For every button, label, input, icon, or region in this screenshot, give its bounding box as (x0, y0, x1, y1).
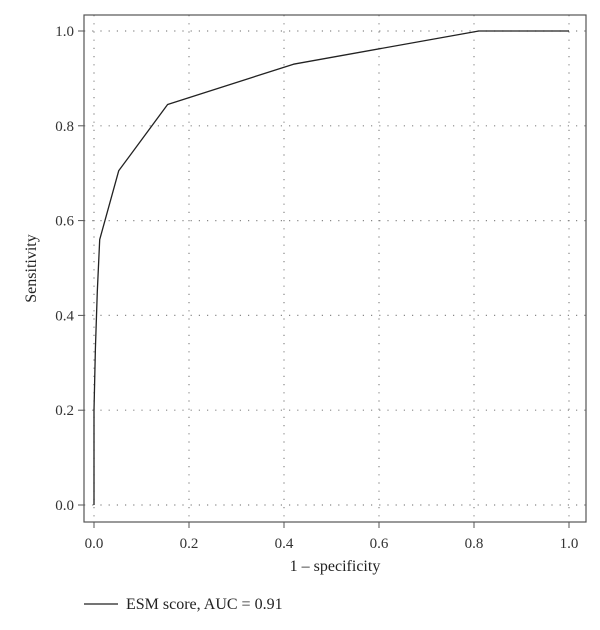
x-tick-label: 0.2 (180, 536, 199, 552)
x-tick-label: 0.8 (465, 536, 484, 552)
plot-frame (83, 14, 587, 523)
x-tick-label: 0.0 (85, 536, 104, 552)
y-tick-label: 0.0 (55, 498, 74, 514)
y-tick-label: 1.0 (55, 24, 74, 40)
legend-label: ESM score, AUC = 0.91 (126, 596, 283, 613)
y-tick-label: 0.4 (55, 308, 74, 324)
x-tick-label: 0.6 (370, 536, 389, 552)
series-layer (93, 30, 569, 505)
x-tick-label: 0.4 (275, 536, 294, 552)
x-axis-ticks: 0.0 0.2 0.4 0.6 0.8 1.0 (85, 522, 579, 552)
x-tick-label: 1.0 (560, 536, 579, 552)
legend: ESM score, AUC = 0.91 (84, 596, 283, 613)
y-tick-label: 0.2 (55, 403, 74, 419)
x-axis-title: 1 – specificity (290, 558, 381, 575)
y-tick-label: 0.8 (55, 119, 74, 135)
y-axis-title: Sensitivity (23, 234, 40, 302)
y-axis-ticks: 0.0 0.2 0.4 0.6 0.8 1.0 (55, 24, 84, 514)
roc-curve (93, 30, 569, 505)
y-tick-label: 0.6 (55, 214, 74, 230)
grid-lines (84, 15, 586, 522)
